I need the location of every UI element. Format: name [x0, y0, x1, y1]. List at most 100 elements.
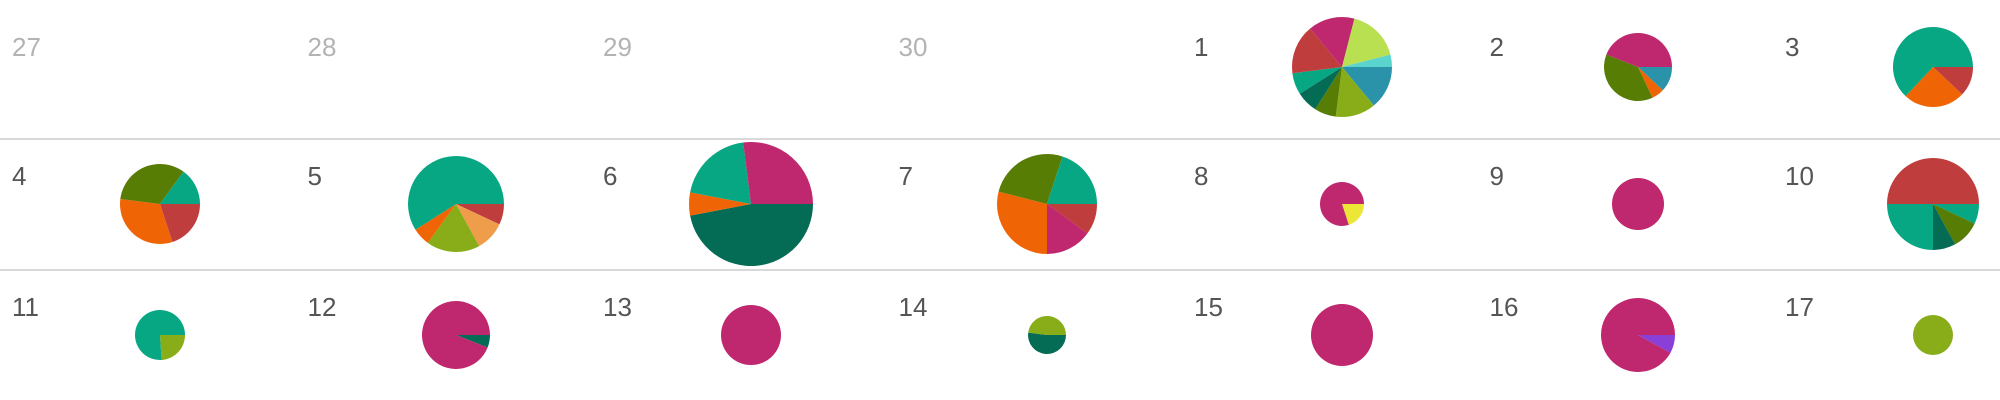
day-cell[interactable]: 16 [1478, 270, 1773, 400]
day-number: 5 [307, 161, 322, 191]
day-pie[interactable] [1320, 182, 1364, 226]
day-pie[interactable] [1311, 304, 1373, 366]
day-number: 3 [1785, 32, 1800, 62]
day-cell[interactable]: 11 [0, 270, 295, 400]
pie-slice [135, 310, 185, 360]
day-pie[interactable] [996, 154, 1097, 254]
day-number: 17 [1785, 292, 1814, 322]
day-pie[interactable] [1893, 27, 1973, 107]
day-number: 16 [1489, 292, 1519, 322]
pie-slice [1933, 204, 1975, 245]
day-number: 30 [898, 32, 928, 62]
pie-slice [1893, 27, 1973, 97]
pie-slice [1887, 204, 1933, 250]
day-number: 29 [603, 32, 632, 62]
day-pie[interactable] [1027, 316, 1066, 354]
day-number: 1 [1194, 32, 1209, 62]
pie-slice [1320, 182, 1364, 226]
day-pie[interactable] [1600, 298, 1675, 372]
day-cell[interactable]: 14 [887, 270, 1182, 400]
day-pie[interactable] [1887, 158, 1979, 250]
day-number: 8 [1194, 161, 1209, 191]
week-divider [0, 138, 2000, 140]
day-cell[interactable]: 8 [1182, 139, 1477, 269]
pie-slice [1342, 204, 1364, 225]
day-pie[interactable] [135, 310, 185, 360]
day-cell[interactable]: 3 [1773, 0, 2000, 130]
pie-slice [160, 335, 185, 360]
pie-slice [120, 198, 173, 244]
pie-slice [689, 192, 751, 216]
pie-slice [1637, 67, 1672, 91]
day-cell[interactable]: 15 [1182, 270, 1477, 400]
pie-slice [1933, 67, 1973, 95]
pie-slice [1342, 67, 1392, 106]
day-cell[interactable]: 13 [591, 270, 886, 400]
pie-slice [1310, 17, 1355, 67]
pie-slice [1292, 67, 1342, 94]
day-cell[interactable]: 29 [591, 0, 886, 130]
pie-slice [1600, 298, 1675, 372]
day-number: 12 [307, 292, 337, 322]
pie-slice [1335, 67, 1374, 117]
week-row-3: 11 12 13 14 15 16 17 [0, 270, 2000, 400]
day-number: 7 [898, 161, 913, 191]
pie-slice [1603, 54, 1652, 102]
day-cell[interactable]: 6 [591, 139, 886, 269]
day-cell[interactable]: 2 [1478, 0, 1773, 130]
pie-slice [1027, 332, 1066, 354]
pie-slice [421, 301, 490, 369]
day-pie[interactable] [1611, 178, 1664, 230]
day-number: 14 [898, 292, 928, 322]
pie-slice [1315, 67, 1342, 117]
day-number: 9 [1489, 161, 1504, 191]
pie-slice [160, 204, 200, 243]
pie-slice [1933, 204, 1956, 250]
pie-slice [455, 204, 499, 247]
pie-slice [998, 154, 1062, 204]
pie-slice [1046, 204, 1097, 234]
day-pie[interactable] [1292, 17, 1392, 117]
pie-slice [427, 204, 479, 252]
pie-slice [1046, 204, 1087, 254]
day-cell[interactable]: 4 [0, 139, 295, 269]
pie-slice [690, 142, 751, 204]
pie-slice [743, 142, 813, 204]
day-pie[interactable] [1913, 315, 1953, 355]
day-pie[interactable] [721, 305, 781, 365]
pie-slice [455, 204, 504, 225]
day-cell[interactable]: 27 [0, 0, 295, 130]
day-cell[interactable]: 9 [1478, 139, 1773, 269]
pie-slice [120, 164, 184, 204]
day-cell[interactable]: 12 [296, 270, 591, 400]
day-number: 28 [307, 32, 337, 62]
day-number: 11 [12, 292, 39, 322]
day-pie[interactable] [1603, 33, 1672, 102]
pie-slice [1342, 18, 1391, 67]
day-cell[interactable]: 17 [1773, 270, 2000, 400]
day-cell[interactable]: 28 [296, 0, 591, 130]
day-pie[interactable] [407, 156, 504, 252]
pie-slice [1933, 204, 1979, 224]
day-cell[interactable]: 1 [1182, 0, 1477, 130]
day-pie[interactable] [421, 301, 490, 369]
pie-slice [407, 156, 504, 230]
week-divider [0, 269, 2000, 271]
day-cell[interactable]: 7 [887, 139, 1182, 269]
day-pie[interactable] [120, 164, 200, 244]
day-cell[interactable]: 30 [887, 0, 1182, 130]
pie-slice [690, 204, 813, 266]
day-pie[interactable] [689, 142, 813, 266]
day-number: 15 [1194, 292, 1223, 322]
day-cell[interactable]: 10 [1773, 139, 2000, 269]
pie-slice [1913, 315, 1953, 355]
pie-slice [1342, 54, 1392, 67]
day-number: 6 [603, 161, 618, 191]
pie-slice [721, 305, 781, 365]
day-number: 2 [1489, 32, 1504, 62]
pie-slice [1905, 67, 1963, 107]
day-cell[interactable]: 5 [296, 139, 591, 269]
pie-slice [1887, 158, 1979, 204]
pie-slice [1637, 67, 1663, 98]
